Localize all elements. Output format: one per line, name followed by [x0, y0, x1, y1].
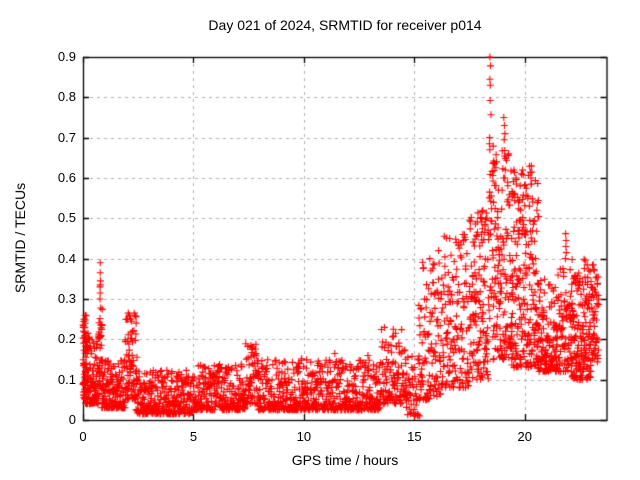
x-axis-title: GPS time / hours — [291, 452, 399, 468]
y-tick-label: 0.7 — [57, 129, 76, 145]
y-tick-label: 0.2 — [57, 331, 76, 347]
x-tick-label: 10 — [296, 429, 312, 444]
x-tick-label: 20 — [517, 429, 532, 444]
y-tick-label: 0.5 — [57, 210, 76, 226]
y-tick-label: 0.9 — [57, 49, 76, 64]
y-tick-label: 0.6 — [57, 170, 76, 185]
y-tick-label: 0.8 — [57, 89, 76, 105]
x-tick-label: 5 — [189, 429, 198, 444]
y-axis-title: SRMTID / TECUs — [12, 182, 28, 294]
y-tick-label: 0.1 — [57, 371, 76, 387]
y-tick-label: 0.4 — [57, 250, 76, 266]
chart-title: Day 021 of 2024, SRMTID for receiver p01… — [208, 17, 482, 33]
y-tick-label: 0.3 — [57, 291, 76, 306]
x-tick-label: 15 — [407, 429, 422, 444]
x-tick-label: 0 — [79, 429, 87, 444]
y-tick-label: 0 — [68, 412, 76, 427]
